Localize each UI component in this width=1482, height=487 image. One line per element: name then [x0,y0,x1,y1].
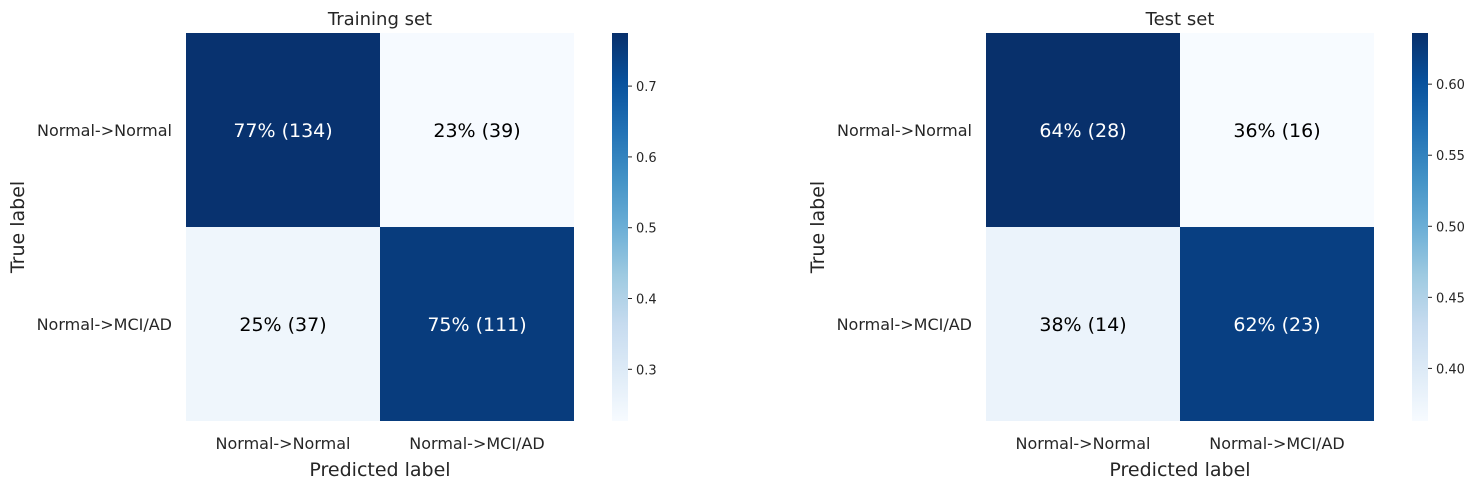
panel-1-y-axis-label: True label [807,181,829,274]
panel-0-x-tick-1: Normal->MCI/AD [409,434,544,453]
panel-0-cell-r0-c1 [380,33,574,227]
panel-0-x-tick-0: Normal->Normal [216,434,351,453]
panel-1-cell-r1-c0 [986,227,1180,421]
panel-0-y-axis-label: True label [7,181,29,274]
panel-1-title: Test set [1145,9,1215,30]
panel-1-x-tick-0: Normal->Normal [1016,434,1151,453]
panel-1-cell-r0-c1 [1180,33,1374,227]
panel-1-cell-r0-c0 [986,33,1180,227]
panel-1-cell-label-r0-c1: 36% (16) [1233,120,1320,142]
panel-0-x-axis-label: Predicted label [309,459,450,481]
panel-1-colorbar-tick-label-3: 0.55 [1436,149,1465,164]
panel-0-y-tick-1: Normal->MCI/AD [37,315,172,334]
panel-0-cell-label-r0-c0: 77% (134) [233,120,332,142]
panel-0-title: Training set [327,9,432,30]
panel-0-cell-label-r1-c0: 25% (37) [239,314,326,336]
panel-1-y-tick-0: Normal->Normal [837,121,972,140]
panel-1-colorbar-tick-label-1: 0.45 [1436,291,1465,306]
panel-0-colorbar-tick-label-1: 0.4 [636,293,657,308]
panel-1-cell-label-r0-c0: 64% (28) [1039,120,1126,142]
panel-1-colorbar-tick-label-2: 0.50 [1436,220,1465,235]
panel-1-colorbar-tick-label-4: 0.60 [1436,78,1465,93]
panel-0-colorbar-tick-label-3: 0.6 [636,151,657,166]
panel-0-cell-r1-c0 [186,227,380,421]
panel-0-y-tick-0: Normal->Normal [37,121,172,140]
panel-1-cell-label-r1-c1: 62% (23) [1233,314,1320,336]
panel-1-y-tick-1: Normal->MCI/AD [837,315,972,334]
panel-0-cell-r1-c1 [380,227,574,421]
panel-1-cell-r1-c1 [1180,227,1374,421]
panel-1-cell-label-r1-c0: 38% (14) [1039,314,1126,336]
panel-1-x-axis-label: Predicted label [1109,459,1250,481]
panel-0-colorbar-tick-label-0: 0.3 [636,363,657,378]
panel-0-colorbar-tick-label-2: 0.5 [636,222,657,237]
panel-0-cell-label-r0-c1: 23% (39) [433,120,520,142]
panel-0-cell-label-r1-c1: 75% (111) [427,314,526,336]
panel-1-colorbar [1412,33,1428,421]
panel-1-colorbar-tick-label-0: 0.40 [1436,362,1465,377]
panel-0-colorbar [612,33,628,421]
panel-0-colorbar-tick-label-4: 0.7 [636,80,657,95]
panel-1-x-tick-1: Normal->MCI/AD [1209,434,1344,453]
panel-0-cell-r0-c0 [186,33,380,227]
